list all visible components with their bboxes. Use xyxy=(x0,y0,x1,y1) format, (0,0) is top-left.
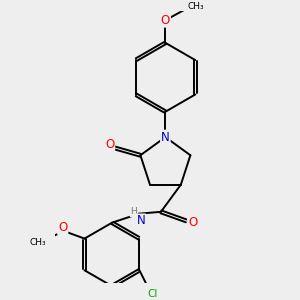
Text: O: O xyxy=(105,138,114,151)
Text: Cl: Cl xyxy=(147,289,157,299)
Text: O: O xyxy=(58,221,68,234)
Text: N: N xyxy=(136,214,146,227)
Text: CH₃: CH₃ xyxy=(29,238,46,247)
Text: O: O xyxy=(161,14,170,27)
Text: O: O xyxy=(188,216,197,229)
Text: N: N xyxy=(161,130,170,144)
Text: H: H xyxy=(130,207,137,216)
Text: CH₃: CH₃ xyxy=(187,2,204,11)
